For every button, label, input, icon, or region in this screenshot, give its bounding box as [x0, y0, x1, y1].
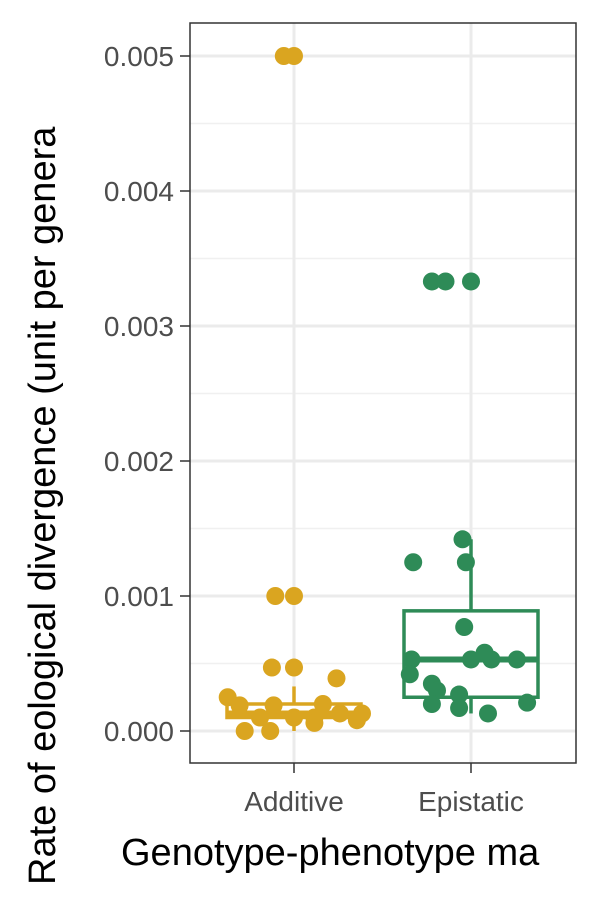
x-axis-title: Genotype-phenotype ma	[121, 832, 540, 874]
data-point-epistatic	[400, 665, 419, 684]
major-gridlines	[190, 23, 576, 763]
data-point-additive	[266, 587, 285, 605]
data-point-epistatic	[462, 272, 480, 291]
data-point-epistatic	[482, 650, 501, 669]
data-point-additive	[285, 708, 303, 727]
data-point-additive	[305, 713, 324, 732]
data-point-additive	[261, 722, 280, 740]
data-point-additive	[264, 696, 283, 715]
data-point-epistatic	[450, 699, 469, 718]
data-point-additive	[285, 47, 303, 65]
y-tick-label: 0.003	[104, 311, 174, 342]
data-point-epistatic	[436, 272, 455, 291]
plot-panel	[189, 22, 577, 764]
y-axis-title: Rate of eological divergence (unit per g…	[22, 126, 64, 885]
y-tick-label: 0.004	[104, 176, 174, 207]
y-tick-label: 0.005	[104, 41, 174, 72]
data-point-epistatic	[453, 530, 472, 549]
point-layer	[218, 47, 537, 740]
data-point-epistatic	[518, 693, 537, 712]
data-point-additive	[251, 708, 269, 727]
data-point-additive	[230, 696, 249, 715]
data-point-epistatic	[402, 650, 421, 669]
data-point-additive	[262, 658, 281, 677]
data-point-epistatic	[456, 553, 475, 572]
x-axis: Additive Epistatic	[244, 763, 524, 817]
data-point-epistatic	[422, 272, 441, 291]
minor-gridlines	[190, 122, 576, 665]
x-tick-label: Epistatic	[418, 786, 524, 817]
data-point-additive	[235, 722, 254, 740]
data-point-additive	[327, 669, 346, 688]
data-point-additive	[347, 711, 366, 730]
data-point-additive	[285, 587, 303, 605]
y-tick-label: 0.001	[104, 581, 174, 612]
y-tick-label: 0.002	[104, 446, 174, 477]
data-point-epistatic	[450, 685, 469, 704]
y-tick-label: 0.000	[104, 716, 174, 747]
plot-panel-border	[189, 22, 577, 764]
data-point-epistatic	[462, 650, 480, 669]
x-tick-label: Additive	[244, 786, 344, 817]
data-point-epistatic	[428, 681, 446, 700]
data-point-epistatic	[507, 650, 526, 669]
data-point-epistatic	[404, 553, 423, 572]
data-point-additive	[313, 695, 332, 713]
data-point-additive	[285, 658, 303, 677]
y-axis: 0.000 0.001 0.002 0.003 0.004 0.005	[104, 41, 190, 747]
data-point-epistatic	[455, 618, 474, 637]
data-point-additive	[330, 704, 349, 723]
data-point-epistatic	[422, 695, 441, 713]
data-point-epistatic	[479, 704, 497, 723]
